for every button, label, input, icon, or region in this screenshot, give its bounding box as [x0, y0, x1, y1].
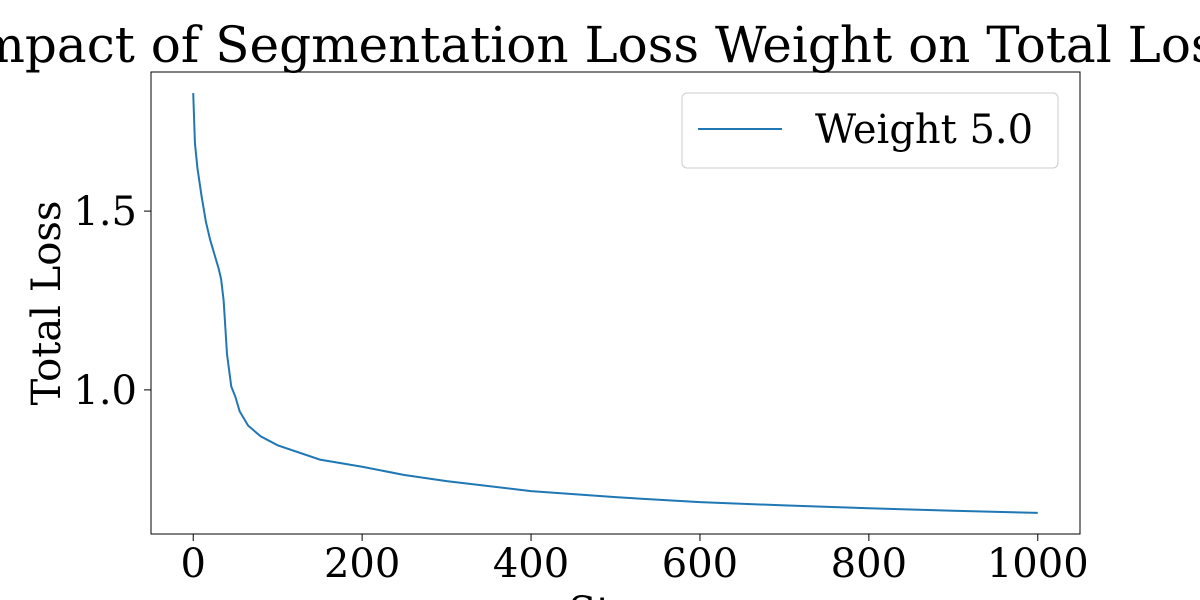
y-axis-label: Total Loss	[24, 201, 70, 406]
plot-frame	[150, 71, 1081, 535]
x-tick-label: 0	[181, 541, 206, 587]
data-line	[192, 93, 1038, 514]
y-tick-label: 1.5	[73, 189, 137, 235]
x-axis-label: Step	[569, 589, 662, 600]
x-tick-label: 600	[662, 541, 738, 587]
legend: Weight 5.0	[681, 92, 1059, 169]
x-tick-label: 800	[831, 541, 907, 587]
x-tick-label: 1000	[987, 541, 1089, 587]
x-tick-label: 400	[493, 541, 569, 587]
chart-title: Impact of Segmentation Loss Weight on To…	[0, 16, 1200, 74]
y-tick-label: 1.0	[73, 368, 137, 414]
legend-label: Weight 5.0	[815, 107, 1033, 153]
x-tick-label: 200	[324, 541, 400, 587]
legend-box	[681, 92, 1059, 169]
